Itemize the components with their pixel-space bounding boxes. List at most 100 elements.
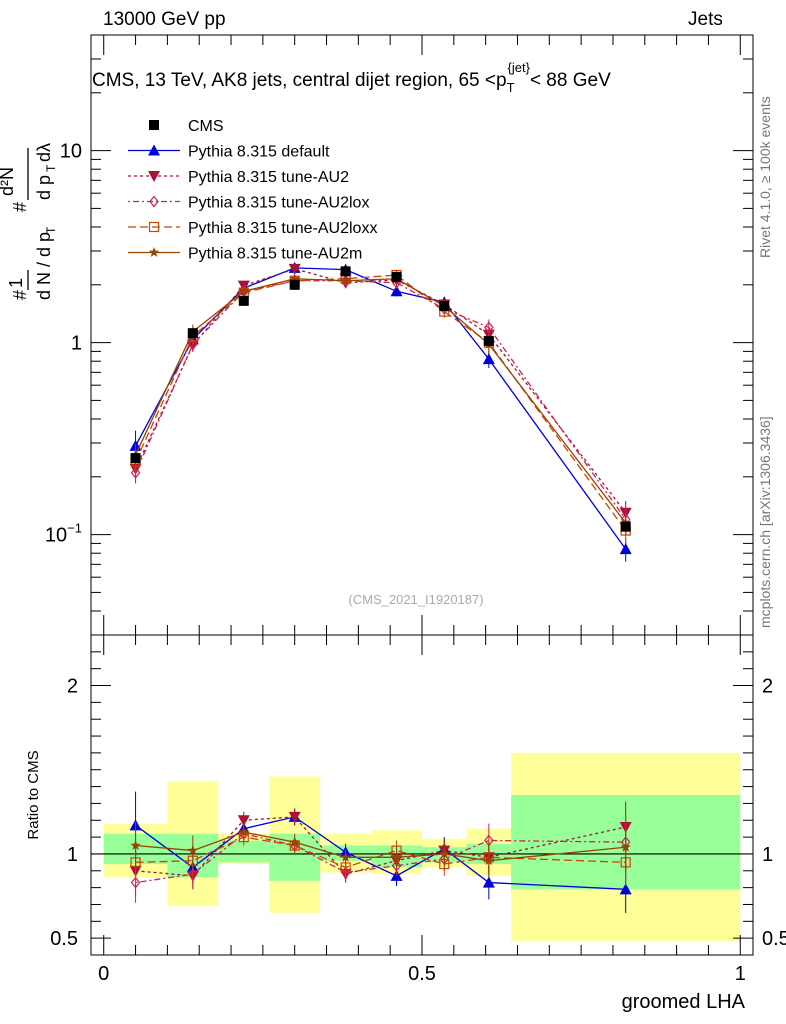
series-line bbox=[134, 268, 627, 514]
data-point bbox=[289, 279, 300, 290]
y-axis-label-ratio: Ratio to CMS bbox=[25, 750, 42, 839]
data-point bbox=[390, 285, 403, 297]
data-point bbox=[238, 295, 249, 306]
legend-marker bbox=[148, 144, 160, 156]
chart-title-main: CMS, 13 TeV, AK8 jets, central dijet reg… bbox=[92, 70, 507, 91]
y-tick-label: 1 bbox=[71, 333, 82, 355]
series-Pythia 8.315 tune-AU2loxx bbox=[130, 269, 631, 544]
legend-label: Pythia 8.315 tune-AU2 bbox=[188, 169, 349, 186]
data-point bbox=[619, 543, 632, 555]
series-Pythia 8.315 default bbox=[129, 261, 632, 562]
svg-text:T: T bbox=[44, 164, 58, 172]
ratio-band-inner bbox=[218, 840, 270, 863]
ratio-point bbox=[391, 859, 402, 872]
data-point bbox=[130, 453, 141, 464]
ratio-point bbox=[187, 845, 199, 855]
ratio-point bbox=[130, 840, 141, 850]
ratio-point bbox=[439, 848, 450, 859]
ratio-point bbox=[238, 826, 249, 837]
series-line bbox=[134, 267, 627, 550]
y-tick-label: 10 bbox=[60, 141, 82, 163]
data-point bbox=[188, 338, 198, 351]
axes: 0 0.5 1 10−1 1 10 0.5 0.5 1 1 2 2 bbox=[45, 34, 786, 985]
svg-text:d p: d p bbox=[34, 175, 54, 200]
watermark: (CMS_2021_I1920187) bbox=[348, 592, 483, 607]
legend-item: CMS bbox=[149, 118, 224, 135]
ratio-point bbox=[483, 855, 495, 866]
svg-text:d N / d p: d N / d p bbox=[34, 232, 54, 300]
ratio-point bbox=[130, 876, 141, 889]
data-point bbox=[483, 335, 494, 346]
legend-marker bbox=[149, 195, 159, 208]
ratio-y-tick-label-right: 2 bbox=[762, 676, 773, 698]
chart-title: CMS, 13 TeV, AK8 jets, central dijet reg… bbox=[92, 60, 611, 95]
data-point bbox=[439, 301, 450, 312]
svg-text:#: # bbox=[10, 202, 30, 212]
data-point bbox=[288, 263, 301, 275]
legend-item: Pythia 8.315 tune-AU2lox bbox=[128, 195, 369, 212]
ratio-y-tick-label-right: 0.5 bbox=[762, 928, 786, 950]
ratio-y-tick-label-right: 1 bbox=[762, 844, 773, 866]
ratio-bands bbox=[91, 752, 753, 942]
legend-label: Pythia 8.315 tune-AU2loxx bbox=[188, 220, 377, 237]
data-point bbox=[620, 521, 631, 532]
main-plot-data bbox=[129, 261, 632, 562]
legend-marker bbox=[148, 221, 160, 233]
series-CMS bbox=[130, 266, 631, 532]
legend-label: Pythia 8.315 default bbox=[188, 144, 330, 161]
svg-text:dλ: dλ bbox=[34, 143, 54, 162]
series-Pythia 8.315 tune-AU2m bbox=[130, 273, 631, 536]
legend-item: Pythia 8.315 default bbox=[128, 144, 330, 161]
series-line bbox=[134, 274, 627, 531]
data-point bbox=[340, 266, 351, 277]
ratio-plot-data bbox=[129, 791, 632, 913]
ratio-point bbox=[619, 883, 632, 895]
x-tick-label: 0 bbox=[98, 963, 109, 985]
svg-text:#: # bbox=[10, 290, 30, 300]
legend-label: Pythia 8.315 tune-AU2lox bbox=[188, 195, 369, 212]
ratio-point bbox=[482, 876, 495, 888]
ratio-y-tick-label: 0.5 bbox=[50, 928, 78, 950]
ratio-point bbox=[620, 841, 631, 852]
series-line bbox=[134, 278, 627, 524]
ratio-point bbox=[289, 836, 300, 847]
ratio-point bbox=[340, 866, 351, 879]
ratio-y-tick-label: 2 bbox=[67, 676, 78, 698]
legend-label: CMS bbox=[188, 118, 224, 135]
chart-title-tail: < 88 GeV bbox=[530, 70, 611, 91]
series-Pythia 8.315 tune-AU2lox bbox=[130, 274, 631, 533]
ratio-point bbox=[340, 851, 351, 862]
energy-label: 13000 GeV pp bbox=[103, 9, 226, 30]
y-axis-label-main: # 1 d N / d p T # d²N d p T dλ bbox=[0, 143, 58, 300]
svg-text:T: T bbox=[44, 226, 58, 234]
ratio-y-tick-label: 1 bbox=[67, 844, 78, 866]
legend-item: Pythia 8.315 tune-AU2loxx bbox=[128, 220, 377, 237]
chart-title-sup: {jet} bbox=[508, 60, 531, 75]
ratio-point bbox=[188, 868, 198, 881]
ratio-point bbox=[391, 851, 402, 862]
legend-item: Pythia 8.315 tune-AU2 bbox=[128, 169, 349, 186]
data-point bbox=[187, 328, 198, 339]
legend-marker bbox=[149, 120, 159, 130]
legend-item: Pythia 8.315 tune-AU2m bbox=[128, 246, 362, 263]
svg-text:1: 1 bbox=[6, 278, 26, 288]
x-tick-label: 0.5 bbox=[408, 963, 436, 985]
legend-marker bbox=[148, 171, 160, 182]
data-point bbox=[482, 353, 495, 365]
data-point bbox=[484, 321, 494, 334]
y-tick-label: 10−1 bbox=[45, 521, 82, 547]
ratio-point bbox=[237, 815, 250, 827]
series-line bbox=[134, 280, 627, 520]
category-label: Jets bbox=[688, 9, 723, 30]
data-point bbox=[238, 285, 249, 296]
x-axis-label: groomed LHA bbox=[622, 991, 746, 1013]
data-point bbox=[391, 271, 402, 282]
data-point bbox=[130, 466, 141, 479]
ratio-series-Pythia 8.315 tune-AU2m bbox=[130, 821, 631, 878]
x-tick-label: 1 bbox=[735, 963, 746, 985]
data-point bbox=[340, 275, 351, 286]
svg-text:d²N: d²N bbox=[0, 167, 17, 196]
legend-marker bbox=[148, 247, 160, 257]
chart-title-sub: T bbox=[507, 80, 515, 95]
